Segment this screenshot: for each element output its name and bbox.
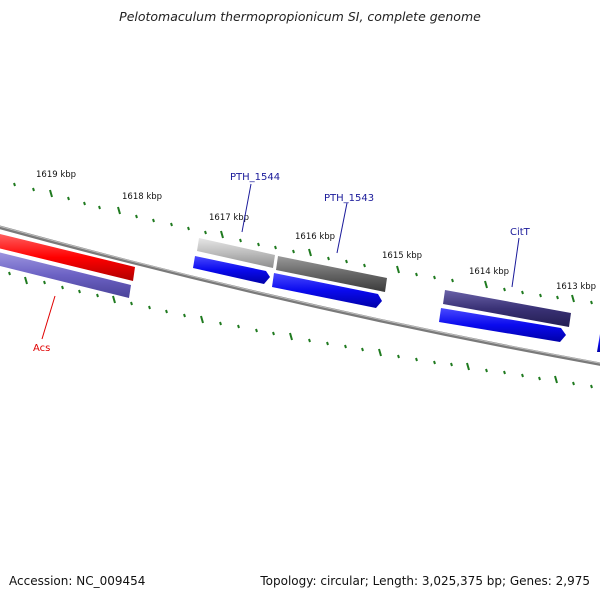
kbp-label: 1618 kbp: [122, 192, 162, 202]
pth1544-leader-line: [241, 183, 252, 233]
outer-minor-ticks: [13, 182, 593, 305]
outer-major-ticks: [49, 189, 575, 303]
gene-label-pth1544[interactable]: PTH_1544: [230, 172, 280, 183]
kbp-label: 1614 kbp: [469, 267, 509, 277]
feature-acs-cds[interactable]: [0, 252, 131, 298]
genome-backbone: [0, 225, 600, 366]
accession-text: Accession: NC_009454: [9, 574, 146, 588]
kbp-label: 1619 kbp: [36, 170, 76, 180]
feature-pth1543-cds[interactable]: [272, 273, 382, 308]
acs-leader-line: [41, 295, 56, 340]
feature-citt-cds[interactable]: [439, 308, 566, 342]
feature-acs-forward[interactable]: [0, 234, 135, 281]
feature-pth1543-forward[interactable]: [276, 256, 387, 292]
feature-pth1544-cds[interactable]: [193, 256, 270, 284]
genome-title: Pelotomaculum thermopropionicum SI, comp…: [119, 9, 481, 24]
topology-text: Topology: circular; Length: 3,025,375 bp…: [260, 574, 590, 588]
inner-major-ticks: [24, 276, 558, 384]
feature-citt-forward[interactable]: [443, 290, 571, 327]
gene-label-citt[interactable]: CitT: [510, 227, 531, 238]
citt-leader-line: [511, 237, 520, 288]
kbp-label: 1615 kbp: [382, 251, 422, 261]
kbp-label: 1617 kbp: [209, 213, 249, 223]
gene-label-acs[interactable]: Acs: [33, 343, 50, 354]
gene-label-pth1543[interactable]: PTH_1543: [324, 193, 374, 204]
pth1543-leader-line: [336, 202, 348, 254]
inner-tick-ring: [8, 271, 593, 389]
kbp-label: 1616 kbp: [295, 232, 335, 242]
kbp-label: 1613 kbp: [556, 282, 596, 292]
feature-edge-cds[interactable]: [597, 334, 600, 352]
outer-tick-ring: [13, 182, 593, 305]
feature-pth1544-forward[interactable]: [197, 238, 275, 268]
